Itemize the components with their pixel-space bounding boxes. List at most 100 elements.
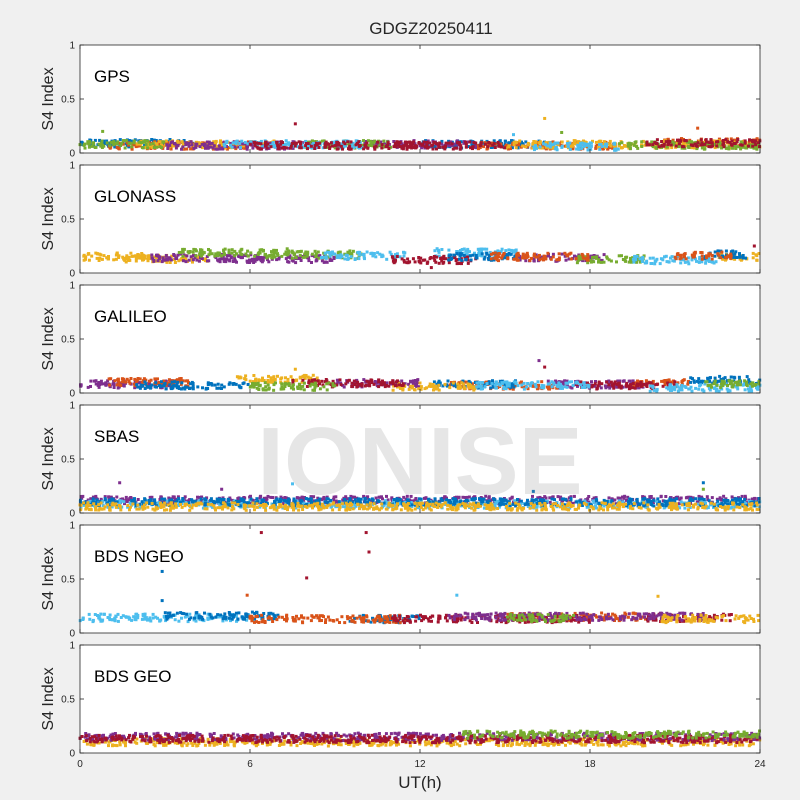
data-point <box>583 386 587 389</box>
data-point <box>475 381 479 385</box>
data-point <box>489 257 493 261</box>
data-point <box>240 255 244 259</box>
data-point <box>662 380 666 384</box>
data-point <box>712 139 716 143</box>
data-point <box>165 143 169 147</box>
data-point <box>341 147 344 151</box>
data-point <box>197 259 201 263</box>
data-point <box>327 255 330 259</box>
data-point <box>662 144 666 148</box>
data-point <box>329 141 333 145</box>
data-point <box>728 382 732 386</box>
data-point <box>392 140 396 143</box>
data-point <box>280 254 284 258</box>
data-point <box>589 259 593 262</box>
data-point <box>248 379 252 383</box>
data-point <box>324 145 328 149</box>
data-point <box>378 252 382 256</box>
data-point <box>707 145 711 149</box>
data-point <box>398 500 402 504</box>
data-point <box>219 253 223 257</box>
data-point <box>509 147 512 151</box>
data-point <box>222 385 226 389</box>
data-point <box>582 144 586 147</box>
data-point <box>289 144 293 148</box>
data-point <box>551 143 555 147</box>
data-point <box>526 253 529 257</box>
data-point <box>618 379 622 383</box>
data-point <box>299 259 303 262</box>
data-point <box>538 495 542 499</box>
data-point <box>497 144 501 148</box>
data-point <box>127 143 131 147</box>
data-point <box>485 247 489 251</box>
data-point <box>722 377 725 381</box>
data-point <box>307 500 311 504</box>
data-point <box>258 251 262 255</box>
data-point <box>185 385 189 389</box>
data-point <box>666 378 669 382</box>
data-point <box>101 499 104 503</box>
data-point <box>565 385 569 389</box>
data-point <box>257 384 261 388</box>
data-point <box>275 142 279 146</box>
data-point <box>376 140 380 144</box>
data-point <box>87 252 91 256</box>
data-point <box>746 387 750 391</box>
data-point <box>164 254 168 257</box>
data-point <box>544 143 548 147</box>
data-point <box>678 388 682 392</box>
data-point <box>498 383 502 387</box>
data-point <box>116 146 120 150</box>
data-point <box>235 145 239 149</box>
data-point <box>175 256 178 260</box>
data-point <box>99 379 103 383</box>
data-point <box>675 252 679 256</box>
data-point <box>198 252 202 256</box>
data-point <box>597 380 601 384</box>
data-point <box>143 256 147 260</box>
data-point <box>474 145 477 149</box>
data-point <box>682 252 686 256</box>
data-point <box>542 384 546 388</box>
data-point <box>138 144 142 148</box>
data-point <box>463 255 467 259</box>
data-point <box>680 388 684 392</box>
data-point <box>533 142 537 146</box>
data-point <box>447 261 451 265</box>
data-point <box>564 258 568 262</box>
data-point <box>427 384 431 388</box>
data-point <box>381 254 385 258</box>
data-point <box>470 382 474 386</box>
data-point <box>566 381 569 385</box>
data-point <box>405 147 409 151</box>
data-point <box>462 247 466 251</box>
data-point <box>253 254 257 258</box>
data-point <box>496 140 500 144</box>
data-point <box>431 143 435 147</box>
data-point <box>164 141 167 145</box>
data-point <box>747 381 751 385</box>
data-point <box>456 141 459 145</box>
data-point <box>509 252 513 256</box>
data-point <box>309 495 313 499</box>
data-point <box>348 144 352 148</box>
data-point <box>476 247 480 251</box>
data-point <box>720 379 724 383</box>
data-point <box>723 376 727 380</box>
data-point <box>333 252 337 256</box>
data-point <box>184 379 188 383</box>
data-point <box>482 247 486 251</box>
data-point <box>458 384 462 388</box>
data-point <box>586 258 590 262</box>
data-point <box>125 377 129 381</box>
data-point <box>373 145 376 149</box>
data-point <box>155 256 159 260</box>
data-point <box>577 257 581 261</box>
data-point <box>689 385 693 389</box>
data-point <box>380 146 384 150</box>
data-point <box>467 495 471 499</box>
data-point <box>537 383 540 387</box>
data-point <box>266 142 270 146</box>
data-point <box>290 142 294 145</box>
